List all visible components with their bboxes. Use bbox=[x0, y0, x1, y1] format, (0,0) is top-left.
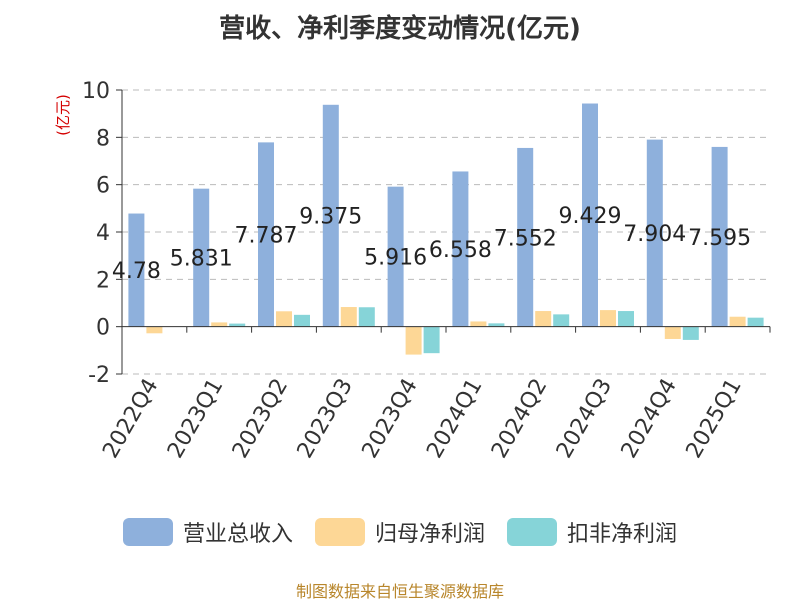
x-tick-label: 2024Q1 bbox=[422, 375, 487, 463]
data-label: 7.595 bbox=[688, 226, 751, 251]
bar-2023Q2-1 bbox=[276, 311, 292, 327]
bar-2022Q4-0 bbox=[128, 213, 145, 327]
bar-2024Q3-0 bbox=[582, 103, 598, 327]
y-tick-label: -2 bbox=[88, 363, 110, 388]
legend-label: 营业总收入 bbox=[182, 522, 293, 547]
y-tick-label: 8 bbox=[96, 126, 110, 151]
legend-item[interactable]: 营业总收入 bbox=[122, 516, 293, 548]
bar-2024Q4-1 bbox=[664, 326, 681, 339]
bar-2024Q2-2 bbox=[553, 314, 570, 327]
x-tick-label: 2023Q3 bbox=[293, 375, 358, 463]
data-label: 5.916 bbox=[364, 246, 427, 271]
bar-2023Q4-2 bbox=[423, 326, 440, 354]
bar-2023Q2-0 bbox=[258, 142, 274, 327]
legend-label: 扣非净利润 bbox=[567, 522, 678, 547]
bar-2023Q4-0 bbox=[387, 186, 404, 327]
legend-label: 归母净利润 bbox=[374, 522, 485, 547]
legend-swatch bbox=[122, 518, 173, 546]
x-tick-label: 2024Q2 bbox=[487, 375, 552, 463]
y-tick-label: 2 bbox=[96, 268, 110, 293]
data-label: 7.904 bbox=[623, 222, 686, 247]
y-axis-label: (亿元) bbox=[54, 94, 72, 136]
data-label: 9.375 bbox=[299, 205, 362, 230]
x-tick-label: 2023Q2 bbox=[228, 375, 293, 463]
data-label: 7.787 bbox=[235, 224, 298, 249]
bar-2023Q2-2 bbox=[294, 314, 310, 327]
bar-2024Q1-2 bbox=[488, 323, 505, 327]
data-label: 4.78 bbox=[112, 259, 161, 284]
bar-2023Q1-0 bbox=[193, 188, 210, 327]
x-tick-label: 2024Q3 bbox=[552, 375, 617, 463]
bar-2024Q4-2 bbox=[682, 326, 699, 340]
x-tick-label: 2023Q4 bbox=[357, 375, 422, 463]
data-label: 5.831 bbox=[170, 247, 233, 272]
bar-2023Q4-1 bbox=[405, 326, 422, 355]
y-tick-label: 10 bbox=[82, 79, 110, 104]
bar-2024Q3-1 bbox=[600, 310, 616, 327]
bar-2024Q3-2 bbox=[618, 311, 634, 327]
bar-2023Q3-1 bbox=[340, 307, 357, 327]
data-label: 9.429 bbox=[559, 204, 622, 229]
chart-title: 营收、净利季度变动情况(亿元) bbox=[219, 14, 581, 44]
legend-swatch bbox=[314, 518, 365, 546]
bar-2025Q1-2 bbox=[747, 317, 764, 327]
legend-item[interactable]: 归母净利润 bbox=[314, 516, 485, 548]
legend-item[interactable]: 扣非净利润 bbox=[507, 516, 677, 548]
bar-2022Q4-1 bbox=[146, 326, 163, 334]
bar-2023Q1-2 bbox=[229, 323, 246, 327]
bar-2024Q1-0 bbox=[452, 171, 469, 327]
y-tick-label: 0 bbox=[96, 316, 110, 341]
legend: 营业总收入 归母净利润 扣非净利润 bbox=[0, 516, 800, 548]
data-label: 6.558 bbox=[429, 238, 492, 263]
bar-2024Q2-1 bbox=[535, 311, 552, 327]
data-label: 7.552 bbox=[494, 226, 557, 251]
bar-2023Q3-2 bbox=[358, 307, 375, 327]
y-tick-label: 6 bbox=[96, 174, 110, 199]
legend-swatch bbox=[507, 518, 557, 546]
bar-2023Q1-1 bbox=[211, 322, 228, 327]
x-tick-label: 2023Q1 bbox=[163, 375, 228, 463]
bar-2023Q3-0 bbox=[322, 104, 339, 327]
x-tick-label: 2025Q1 bbox=[681, 375, 746, 463]
x-tick-label: 2024Q4 bbox=[617, 375, 682, 463]
bar-2025Q1-0 bbox=[711, 146, 728, 327]
bar-2024Q2-0 bbox=[517, 147, 534, 327]
bar-2025Q1-1 bbox=[729, 316, 746, 327]
bar-2024Q4-0 bbox=[646, 139, 663, 327]
source-note: 制图数据来自恒生聚源数据库 bbox=[295, 582, 504, 601]
bar-2024Q1-1 bbox=[470, 321, 487, 327]
y-tick-label: 4 bbox=[96, 221, 110, 246]
